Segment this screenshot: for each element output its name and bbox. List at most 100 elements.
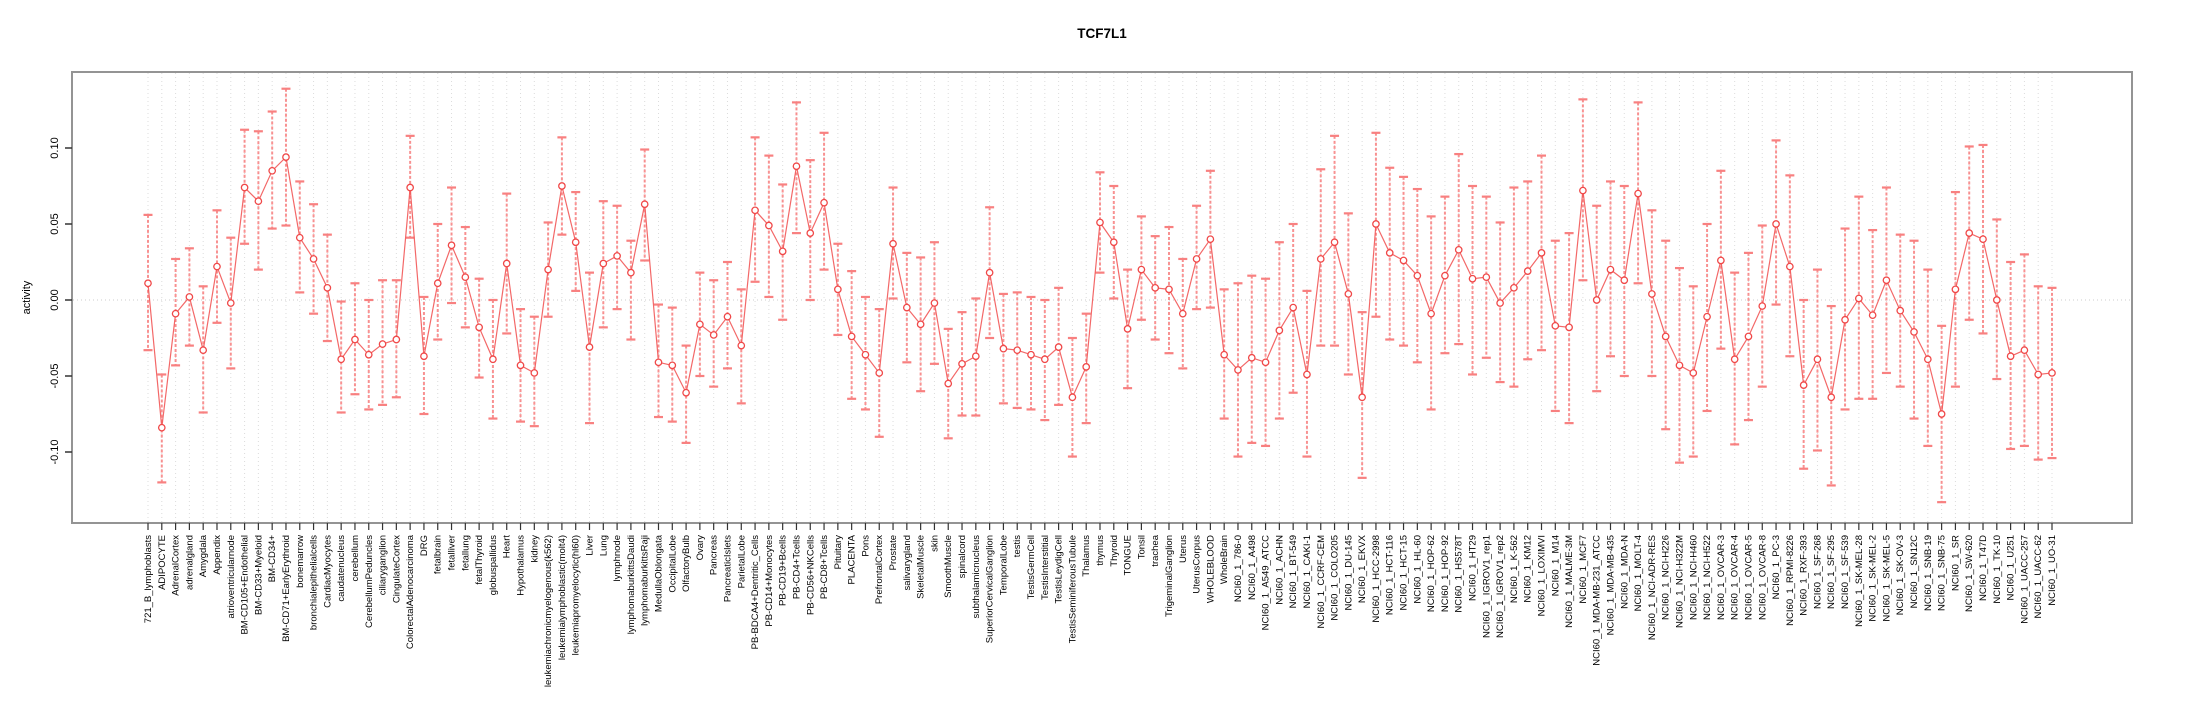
- data-point: [1510, 283, 1518, 292]
- data-point: [1979, 235, 1987, 244]
- data-point: [392, 335, 401, 344]
- x-tick-label: NCI60_1_SNB-75: [1937, 535, 1948, 611]
- x-tick-label: NCI60_1_MCF7: [1578, 535, 1589, 604]
- data-point: [1178, 309, 1187, 318]
- data-point: [254, 197, 263, 206]
- data-point: [364, 350, 373, 359]
- x-tick-label: NCI60_1_DU-145: [1343, 535, 1354, 611]
- data-point: [1261, 358, 1270, 367]
- data-point: [1799, 381, 1808, 389]
- data-point: [240, 183, 249, 192]
- x-tick-label: NCI60_1_SK-OV-3: [1895, 535, 1906, 615]
- x-tick-label: CerebellumPeduncles: [364, 535, 375, 628]
- x-tick-label: NCI60_1_T47D: [1978, 535, 1989, 601]
- data-point: [226, 299, 235, 307]
- x-tick-label: TestisSeminiferousTubule: [1067, 535, 1078, 643]
- data-point: [1882, 276, 1891, 285]
- x-tick-label: PLACENTA: [847, 534, 858, 584]
- x-tick-label: Thyroid: [1109, 535, 1120, 567]
- data-point: [2048, 369, 2056, 377]
- data-point: [213, 262, 221, 271]
- x-tick-label: bronchialepithelialcells: [309, 535, 320, 630]
- x-tick-label: PB-CD56+NKCells: [805, 535, 816, 615]
- data-point: [1385, 249, 1394, 257]
- x-tick-label: NCI60_1_IGROV1_rep1: [1481, 535, 1492, 638]
- x-tick-label: lymphomaburkittsDaudi: [626, 535, 637, 634]
- x-tick-label: NCI60_1_CAKI-1: [1302, 535, 1313, 608]
- data-point: [1675, 361, 1684, 370]
- x-tick-label: kidney: [529, 535, 540, 563]
- x-tick-label: NCI60_1_NCI-H226: [1661, 535, 1672, 620]
- data-point: [654, 358, 663, 367]
- x-tick-label: NCI60_1_SF-268: [1812, 535, 1823, 609]
- data-point: [199, 346, 208, 355]
- data-point: [461, 273, 470, 282]
- data-point: [447, 241, 456, 250]
- x-tick-label: cerebellum: [350, 535, 361, 582]
- x-tick-label: NCI60_1_MOLT-4: [1633, 535, 1644, 611]
- x-tick-label: Ovary: [695, 535, 706, 561]
- data-point: [1551, 321, 1560, 330]
- x-tick-label: leukemiapromyelocytic(hl60): [571, 535, 582, 655]
- x-tick-label: NCI60_1_HCC-2998: [1371, 535, 1382, 623]
- data-point: [861, 350, 870, 359]
- x-tick-label: Heart: [502, 535, 513, 559]
- x-tick-label: spinalcord: [957, 535, 968, 578]
- x-tick-label: ColorectalAdenocarcinoma: [405, 534, 416, 649]
- x-tick-label: TONGUE: [1123, 535, 1134, 575]
- x-tick-label: Thalamus: [1081, 535, 1092, 577]
- x-tick-label: NCI60_1_RPMI-8226: [1785, 535, 1796, 626]
- data-point: [378, 340, 387, 348]
- grid-lines: [147, 73, 2053, 522]
- y-tick-label: 0.00: [49, 289, 61, 310]
- x-tick-label: NCI60_1_MDA-MB-435: [1605, 535, 1616, 635]
- data-point: [971, 352, 980, 361]
- data-point: [1096, 218, 1104, 227]
- chart-title: TCF7L1: [1077, 26, 1127, 41]
- x-tick-label: NCI60_1_A498: [1247, 535, 1258, 600]
- x-tick-label: NCI60_1_OVCAR-4: [1730, 535, 1741, 620]
- x-tick-label: Uterus: [1178, 535, 1189, 563]
- data-point: [1592, 296, 1601, 304]
- data-point: [544, 265, 552, 274]
- data-point: [1923, 355, 1932, 364]
- data-point: [1303, 370, 1311, 379]
- data-point: [1040, 355, 1049, 364]
- x-tick-label: NCI60_1_HCT-116: [1385, 535, 1396, 615]
- x-tick-label: NCI60_1_786-0: [1233, 535, 1244, 602]
- x-tick-label: 721_B_lymphoblasts: [143, 535, 154, 623]
- data-point: [1661, 332, 1670, 341]
- x-tick-label: Liver: [585, 535, 596, 556]
- x-tick-label: PB-CD4+Tcells: [791, 535, 802, 599]
- x-tick-label: TestisInterstitial: [1040, 535, 1051, 600]
- x-tick-label: leukemialymphoblastic(molt4): [557, 535, 568, 660]
- x-tick-label: PancreaticIslets: [722, 535, 733, 602]
- data-point: [930, 299, 939, 307]
- x-tick-label: BM-CD34+: [267, 535, 278, 583]
- x-tick-label: NCI60_1_OVCAR-3: [1716, 535, 1727, 620]
- x-tick-label: BM-CD71+EarlyErythroid: [281, 535, 292, 642]
- data-point: [1054, 343, 1063, 351]
- x-tick-label: fetalbrain: [433, 535, 444, 574]
- data-point: [1316, 255, 1325, 263]
- data-points: [144, 153, 2056, 432]
- x-tick-label: TrigeminalGanglion: [1164, 535, 1175, 617]
- x-tick-label: Amygdala: [198, 534, 209, 577]
- data-point: [157, 423, 166, 432]
- data-point: [751, 206, 759, 215]
- x-tick-label: NCI60_1_NCI-ADR-RES: [1647, 535, 1658, 640]
- data-point: [489, 355, 497, 364]
- x-tick-label: WholeBrain: [1219, 535, 1230, 584]
- data-point: [1151, 283, 1160, 292]
- data-point: [282, 153, 290, 161]
- x-tick-label: DRG: [419, 535, 430, 556]
- x-tick-label: NCI60_1_OVCAR-5: [1743, 535, 1754, 620]
- x-tick-label: NCI60_1_CCRF-CEM: [1316, 535, 1327, 629]
- y-tick-label: -0.05: [49, 363, 61, 388]
- data-point: [696, 320, 704, 329]
- data-point: [1620, 276, 1629, 285]
- x-tick-label: trachea: [1150, 534, 1161, 566]
- data-point: [1565, 323, 1573, 332]
- data-point: [1937, 410, 1946, 418]
